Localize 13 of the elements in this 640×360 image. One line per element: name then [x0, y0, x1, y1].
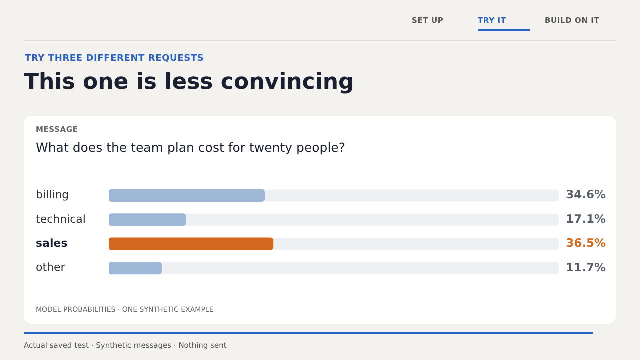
y-tick-label: other: [36, 261, 66, 274]
data-label: 11.7%: [566, 260, 606, 274]
chart-title: This one is less convincing: [24, 70, 354, 95]
bar: [109, 262, 162, 275]
text: TRY THREE DIFFERENT REQUESTS: [25, 54, 204, 64]
text: What does the team plan cost for twenty people?: [36, 140, 346, 155]
y-tick-label: billing: [36, 188, 70, 202]
data-label: 34.6%: [566, 188, 606, 202]
data-label: 17.1%: [566, 212, 606, 226]
bar: [109, 214, 186, 226]
y-tick-label: sales: [36, 236, 68, 250]
y-tick-label: technical: [36, 212, 86, 226]
data-label: 36.5%: [566, 236, 606, 250]
